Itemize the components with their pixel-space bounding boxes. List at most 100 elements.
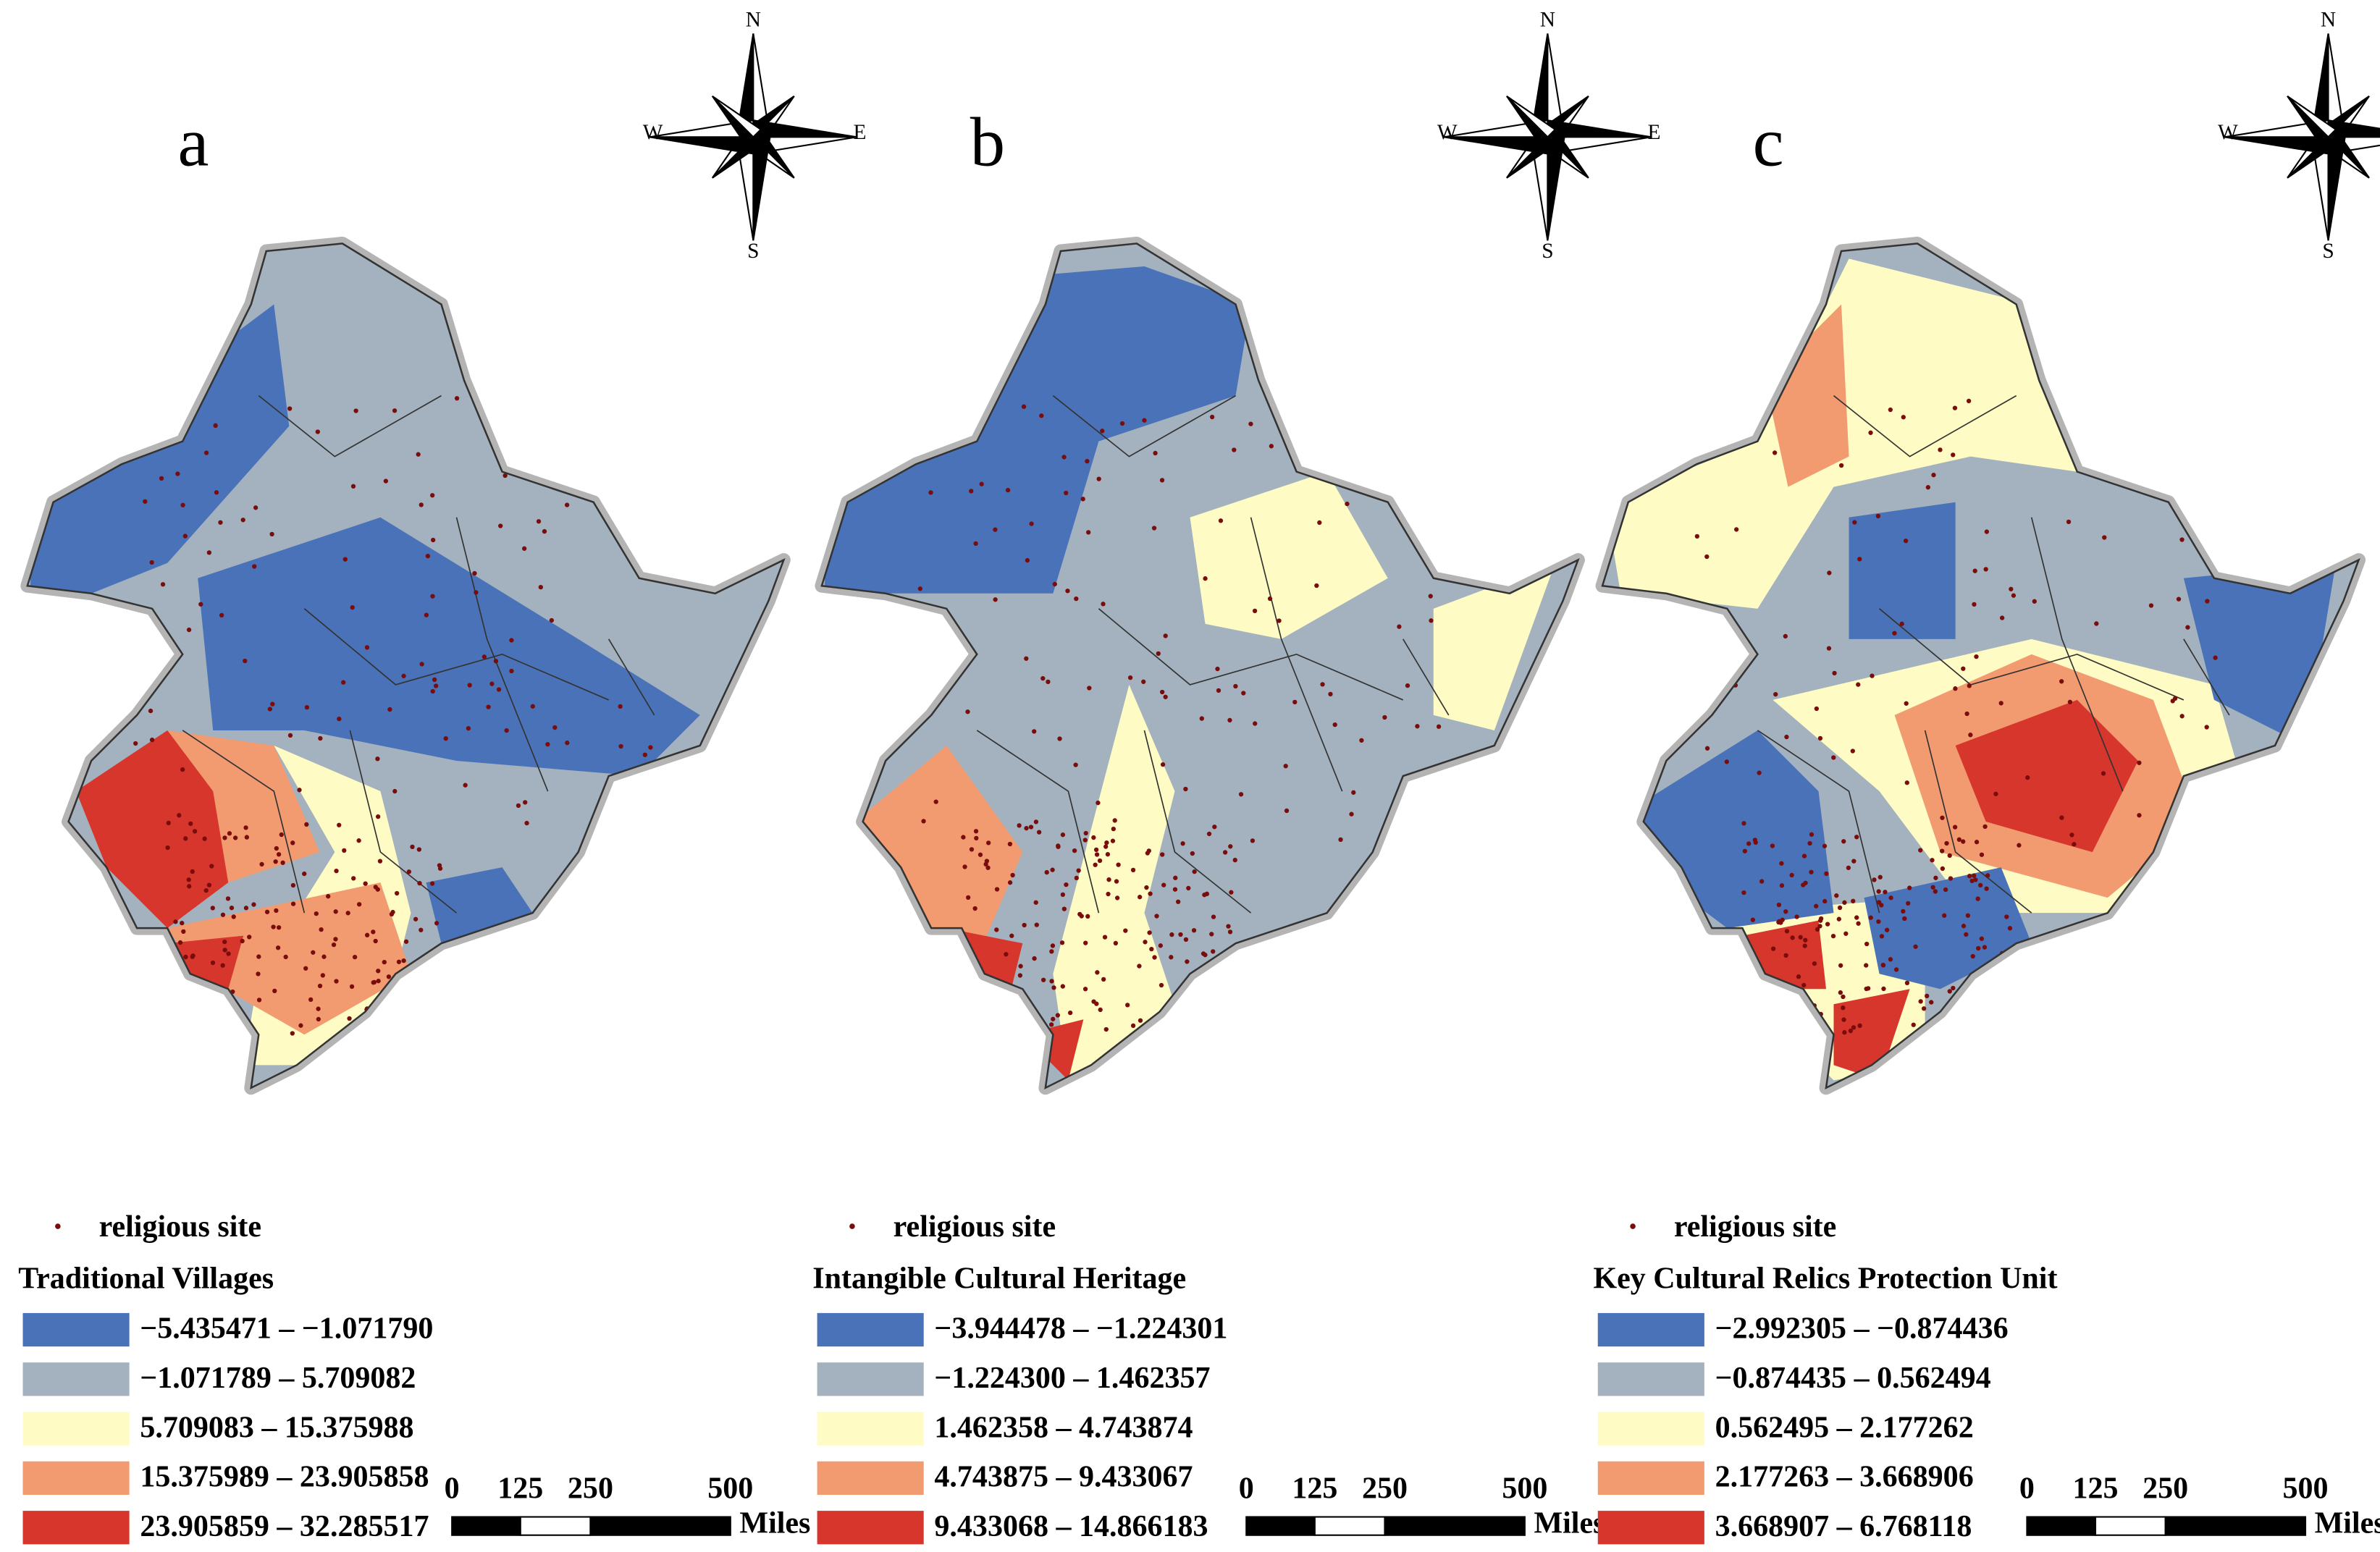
site-dot — [2012, 1032, 2018, 1037]
site-dot — [2009, 998, 2015, 1003]
site-dot — [148, 708, 154, 714]
site-dot — [1040, 675, 1046, 681]
site-dot — [1994, 1011, 1999, 1016]
compass-point — [1547, 119, 1652, 138]
site-dot — [177, 813, 182, 818]
boundary — [1757, 730, 1880, 914]
site-dot — [1888, 407, 1893, 413]
legend-label: 4.743875 – 9.433067 — [934, 1461, 1193, 1494]
boundary — [1403, 638, 1450, 716]
site-dot — [1161, 882, 1166, 887]
scale-tick-label: 500 — [1502, 1472, 1547, 1505]
site-dot — [1773, 691, 1778, 697]
site-dot — [243, 906, 249, 911]
site-dot — [315, 429, 320, 434]
site-dot — [1975, 896, 1980, 901]
site-dot — [2176, 596, 2182, 602]
legend-label: 23.905859 – 32.285517 — [140, 1510, 429, 1543]
site-dot — [1158, 943, 1163, 948]
site-dot — [1968, 733, 1973, 738]
site-dot — [1864, 941, 1870, 947]
legend-swatch — [1597, 1511, 1704, 1545]
site-dot — [1228, 992, 1234, 997]
site-dot — [984, 859, 990, 864]
site-dot — [1841, 1017, 1846, 1022]
site-dot — [1974, 654, 1979, 659]
site-dot — [979, 481, 984, 486]
site-dot — [1065, 589, 1070, 594]
site-dot — [1138, 1018, 1143, 1023]
site-dot — [1963, 1020, 1968, 1026]
site-dot — [1436, 464, 1442, 469]
site-dot — [1741, 1005, 1746, 1011]
site-dot — [203, 450, 209, 455]
site-dot — [2009, 586, 2014, 591]
site-dot — [1948, 876, 1954, 881]
site-dot — [1415, 724, 1420, 729]
site-dot — [1868, 430, 1873, 435]
site-dot — [1061, 455, 1067, 460]
site-dot — [1209, 932, 1214, 937]
site-dot — [1039, 413, 1044, 418]
legend-label: −0.874435 – 0.562494 — [1715, 1362, 1991, 1395]
map — [27, 243, 784, 1088]
site-dot — [504, 728, 509, 733]
site-dot — [186, 627, 192, 633]
site-dot — [2159, 483, 2164, 488]
site-dot — [1779, 883, 1785, 888]
site-dot — [1227, 717, 1232, 723]
site-dot — [160, 582, 166, 587]
site-dot — [1112, 818, 1117, 823]
region — [426, 867, 533, 944]
site-dot — [1876, 919, 1881, 924]
site-dot — [542, 528, 547, 534]
site-dot — [1024, 656, 1029, 661]
site-dot — [430, 537, 436, 543]
site-dot — [1750, 917, 1756, 922]
scale-unit: Miles — [1534, 1507, 1605, 1540]
site-dot — [1253, 721, 1258, 726]
site-dot — [916, 396, 921, 402]
site-dot — [1879, 903, 1884, 908]
site-dot — [1005, 487, 1011, 493]
site-dot — [1973, 877, 1978, 882]
site-dot — [386, 1026, 391, 1032]
site-dot — [214, 490, 219, 495]
site-dot — [383, 478, 389, 484]
site-dot — [1893, 967, 1899, 972]
site-dot — [624, 402, 629, 408]
scale-segment — [1384, 1516, 1526, 1536]
site-dot — [173, 919, 178, 924]
site-dot — [1979, 852, 1985, 857]
region — [825, 266, 1251, 594]
site-dot — [1397, 624, 1402, 629]
region — [167, 730, 320, 883]
site-dot — [244, 835, 250, 840]
site-dot — [1050, 867, 1055, 872]
legend-label: 5.709083 – 15.375988 — [140, 1411, 413, 1444]
site-dot — [192, 829, 198, 834]
site-dot — [186, 877, 191, 882]
site-dot — [1999, 615, 2005, 620]
site-dot — [143, 499, 148, 504]
site-dot — [1875, 513, 1881, 519]
site-dot — [2101, 771, 2106, 776]
site-dot — [1025, 557, 1030, 563]
site-dot — [222, 835, 227, 840]
site-dot — [1877, 874, 1883, 880]
scale-tick-label: 500 — [2283, 1472, 2329, 1505]
site-dot — [251, 902, 256, 907]
site-dot — [607, 797, 613, 802]
site-dot — [1850, 748, 1855, 754]
site-dot — [917, 586, 922, 591]
site-dot — [1899, 621, 1904, 626]
site-dot — [1007, 841, 1013, 847]
site-dot — [1060, 892, 1066, 898]
site-dot — [2195, 512, 2200, 518]
scale-segment — [519, 1516, 592, 1536]
site-dot — [1794, 914, 1799, 919]
site-dot — [183, 836, 188, 841]
site-dot — [1040, 977, 1046, 982]
site-dot — [316, 1016, 321, 1022]
